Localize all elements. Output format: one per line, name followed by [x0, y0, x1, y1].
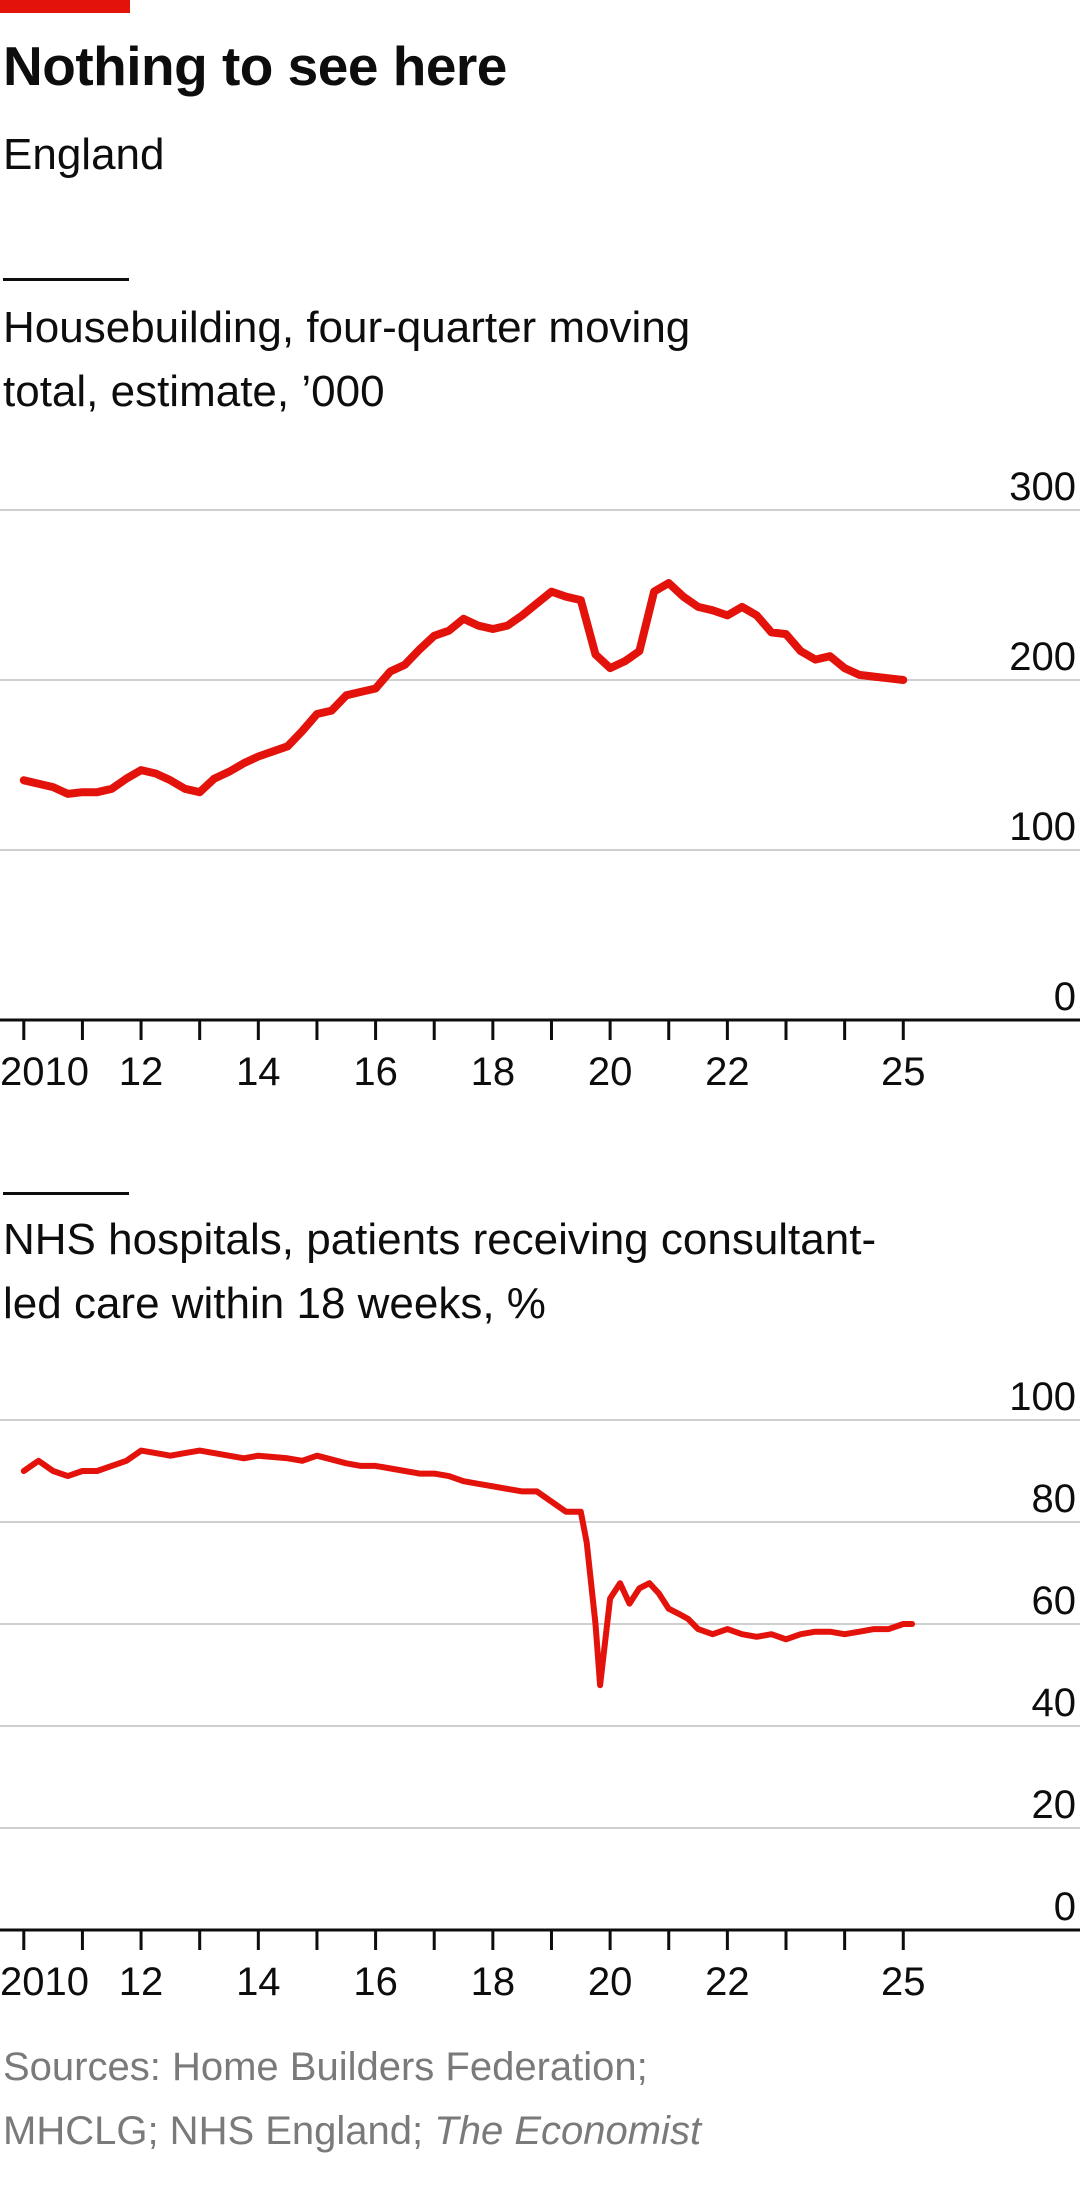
chart-0-xtick-label: 16 [353, 1050, 398, 1094]
chart-0-ytick-label: 300 [1009, 465, 1076, 509]
chart-0-xtick-label: 22 [705, 1050, 750, 1094]
chart-1-xtick-label: 25 [881, 1960, 926, 2004]
chart-1-xtick-label: 20 [588, 1960, 633, 2004]
chart-1-ytick-label: 0 [1054, 1885, 1076, 1929]
housebuilding-chart: 0 100 200 300 2010 12 14 16 18 20 22 25 [0, 465, 1080, 1094]
chart-1-ytick-label: 20 [1032, 1783, 1077, 1827]
chart-1-xtick-label: 14 [236, 1960, 281, 2004]
chart-1-ytick-label: 40 [1032, 1681, 1077, 1725]
chart-0-xtick-label: 14 [236, 1050, 281, 1094]
sources-publisher: The Economist [434, 2109, 702, 2153]
chart-1-title: Housebuilding, four-quarter moving total… [3, 303, 691, 416]
sources-note: Sources: Home Builders Federation; MHCLG… [3, 2035, 701, 2163]
chart-1-xtick-label: 2010 [0, 1960, 89, 2004]
brand-red-tag [0, 0, 130, 13]
chart-1-rule [3, 278, 129, 281]
chart-0-series-line [19, 579, 908, 798]
chart-2-rule [3, 1192, 129, 1195]
chart-0-ytick-label: 0 [1054, 975, 1076, 1019]
chart-1-ytick-label: 80 [1032, 1477, 1077, 1521]
chart-1-series-line [20, 1447, 916, 1689]
nhs-waiting-chart: 0 20 40 60 80 100 2010 12 14 16 18 20 22 25 [0, 1375, 1080, 2004]
chart-0-xtick-label: 18 [471, 1050, 516, 1094]
page-title: Nothing to see here [3, 35, 507, 97]
sources-line-1: Sources: Home Builders Federation; [3, 2045, 648, 2089]
chart-1-xtick-label: 22 [705, 1960, 750, 2004]
chart-1-xtick-label: 18 [471, 1960, 516, 2004]
chart-0-xtick-label: 2010 [0, 1050, 89, 1094]
chart-0-xtick-label: 25 [881, 1050, 926, 1094]
sources-line-2: MHCLG; NHS England; The Economist [3, 2099, 701, 2163]
page-subtitle: England [3, 130, 165, 179]
chart-1-xtick-label: 12 [119, 1960, 164, 2004]
chart-0-xtick-label: 20 [588, 1050, 633, 1094]
chart-1-xtick-label: 16 [353, 1960, 398, 2004]
sources-line-2-text: MHCLG; NHS England; [3, 2109, 435, 2153]
chart-1-ytick-label: 100 [1009, 1375, 1076, 1419]
chart-0-xtick-label: 12 [119, 1050, 164, 1094]
chart-1-ytick-label: 60 [1032, 1579, 1077, 1623]
chart-2-title: NHS hospitals, patients receiving consul… [3, 1215, 877, 1328]
chart-0-ytick-label: 200 [1009, 635, 1076, 679]
chart-0-ytick-label: 100 [1009, 805, 1076, 849]
